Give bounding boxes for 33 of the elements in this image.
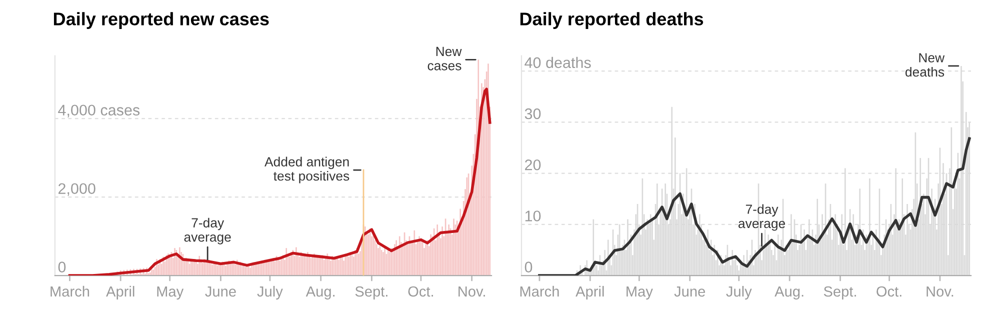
annotation: New deaths — [905, 53, 945, 77]
y-tick-label: 0 — [524, 262, 532, 272]
x-tick-label: May — [626, 286, 653, 300]
x-tick-label: July — [726, 286, 752, 300]
x-tick-label: Oct. — [408, 286, 433, 297]
x-tick-label: May — [157, 286, 184, 300]
x-tick-label: Sept. — [824, 286, 856, 300]
y-tick-label: 2,000 — [58, 183, 96, 196]
y-tick-label: 30 — [524, 108, 541, 120]
x-tick-label: Nov. — [458, 286, 485, 297]
x-tick-label: June — [674, 286, 706, 297]
y-tick-label: 0 — [58, 262, 66, 272]
x-tick-label: April — [106, 286, 134, 300]
y-tick-label: 20 — [525, 159, 541, 170]
x-tick-label: Aug. — [774, 286, 804, 300]
x-tick-label: April — [576, 286, 604, 300]
annotation: 7-day average — [184, 218, 231, 244]
x-tick-label: June — [205, 286, 236, 297]
chart-title: Daily reported deaths — [520, 12, 704, 29]
x-tick-label: July — [257, 286, 283, 300]
y-tick-label: 10 — [525, 210, 541, 222]
x-tick-label: March — [50, 286, 90, 297]
x-tick-label: Nov. — [926, 286, 954, 297]
ref-line-label: Added antigen test positives — [264, 156, 350, 184]
annotation: New cases — [428, 46, 462, 70]
x-tick-label: Sept. — [355, 286, 388, 300]
x-tick-label: Aug. — [306, 286, 334, 300]
y-tick-label: 4,000 cases — [58, 104, 140, 118]
y-tick-label: 40 deaths — [524, 56, 591, 68]
x-tick-label: March — [520, 286, 559, 297]
x-tick-label: Oct. — [876, 286, 902, 297]
annotation: 7-day average — [738, 204, 786, 231]
chart-title: Daily reported new cases — [54, 12, 269, 29]
